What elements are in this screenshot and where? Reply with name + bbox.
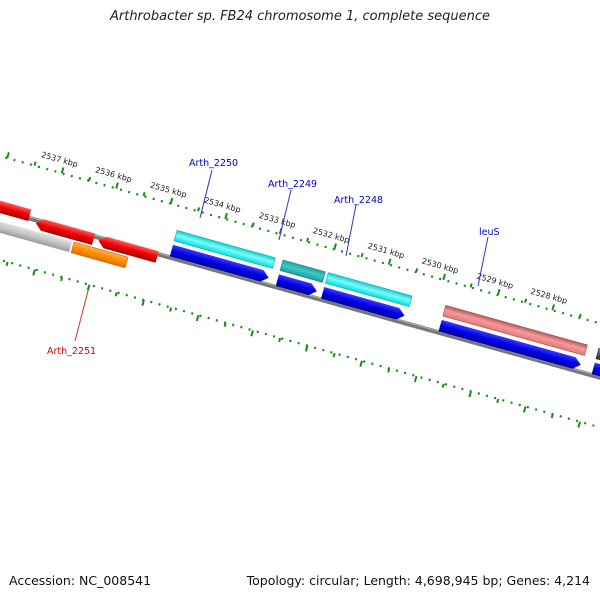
accession-text: Accession: NC_008541 [9, 573, 152, 588]
cds-left-red-arrow-2[interactable] [34, 217, 96, 246]
gene-label-arth2250[interactable]: Arth_2250 [189, 158, 238, 169]
inner-tick-mark [195, 314, 200, 322]
inner-tick-mark [522, 406, 527, 413]
inner-tick-mark [223, 322, 227, 327]
cds-arth2248-arrow[interactable] [321, 287, 406, 321]
inner-tick-mark [169, 307, 173, 312]
outer-tick-mark [306, 237, 310, 243]
tick-label: 2535 kbp [149, 181, 188, 200]
cds-arth2250-arrow[interactable] [169, 244, 271, 284]
outer-tick-mark [60, 167, 65, 174]
outer-tick-mark [251, 222, 255, 227]
gene-dark-feature[interactable] [595, 347, 600, 370]
gene-label-arth2248[interactable]: Arth_2248 [334, 195, 383, 206]
gene-label-leuS[interactable]: leuS [479, 227, 500, 238]
inner-tick-mark [60, 276, 64, 282]
tick-label: 2530 kbp [421, 256, 460, 275]
outer-tick-mark [387, 258, 392, 265]
tick-label: 2528 kbp [530, 287, 569, 306]
gene-leuS-feature[interactable] [442, 305, 588, 356]
gene-label-arth2249[interactable]: Arth_2249 [268, 179, 317, 190]
outer-tick-mark [6, 151, 10, 159]
tick-label: 2531 kbp [367, 241, 406, 260]
gene-arth2251-feature[interactable] [70, 241, 129, 269]
genome-summary-text: Topology: circular; Length: 4,698,945 bp… [246, 573, 590, 588]
outer-tick-mark [524, 298, 528, 303]
outer-tick-mark [224, 212, 228, 220]
inner-tick-mark [468, 391, 472, 398]
inner-tick-mark [496, 398, 500, 404]
inner-tick-mark [304, 345, 309, 352]
outer-tick-mark [197, 207, 201, 212]
inner-tick-mark [359, 360, 363, 367]
outer-tick-mark [360, 252, 364, 258]
cds-left-red-arrow-3[interactable] [97, 235, 159, 263]
outer-tick-mark [415, 268, 419, 273]
outer-tick-mark [169, 197, 174, 204]
tick-label: 2534 kbp [203, 196, 242, 215]
outer-tick-mark [333, 243, 337, 250]
gene-label-arth2251[interactable]: Arth_2251 [47, 346, 96, 357]
inner-tick-mark [577, 421, 581, 428]
inner-tick-mark [441, 383, 445, 388]
tick-label: 2536 kbp [94, 165, 133, 184]
tick-label: 2532 kbp [312, 226, 351, 245]
inner-scale [0, 239, 600, 435]
inner-scale-ticks [5, 261, 581, 428]
outer-tick-mark [551, 304, 555, 311]
inner-tick-mark [332, 353, 336, 358]
outer-tick-mark [496, 288, 501, 296]
forward-strand [169, 229, 600, 385]
track-layer: 2537 kbp 2536 kbp 2535 kbp 2534 kbp 2533… [0, 142, 600, 435]
gene-arth2250-feature[interactable] [173, 229, 276, 269]
inner-tick-mark [114, 292, 118, 297]
outer-tick-mark [442, 273, 446, 281]
inner-tick-mark [278, 337, 282, 343]
tick-label: 2533 kbp [258, 211, 297, 230]
reverse-strand [0, 190, 159, 269]
gene-arth2248-feature[interactable] [324, 272, 413, 307]
gene-left-gray-feature[interactable] [0, 209, 73, 253]
outer-tick-mark [33, 161, 37, 166]
inner-tick-mark [32, 269, 36, 276]
tick-label: 2537 kbp [40, 150, 79, 169]
tick-label: 2529 kbp [476, 272, 515, 291]
inner-tick-mark [5, 261, 9, 267]
inner-tick-mark [141, 299, 145, 307]
cds-left-red-arrow-1[interactable] [0, 190, 32, 221]
inner-tick-mark [387, 368, 391, 373]
inner-tick-mark [86, 284, 91, 291]
inner-tick-mark [250, 330, 254, 337]
gene-callouts: Arth_2250 Arth_2249 Arth_2248 leuS Arth_… [47, 158, 500, 357]
outer-tick-mark [88, 176, 92, 182]
map-title: Arthrobacter sp. FB24 chromosome 1, comp… [109, 9, 491, 24]
gene-arth2249-feature[interactable] [279, 259, 326, 283]
outer-tick-mark [142, 191, 146, 197]
cds-leuS-arrow[interactable] [438, 319, 583, 371]
inner-tick-mark [550, 413, 554, 419]
cds-arth2249-arrow[interactable] [275, 274, 319, 297]
outer-tick-mark [469, 283, 473, 288]
outer-tick-mark [578, 313, 582, 319]
outer-tick-mark [115, 182, 119, 189]
inner-tick-mark [413, 375, 418, 383]
